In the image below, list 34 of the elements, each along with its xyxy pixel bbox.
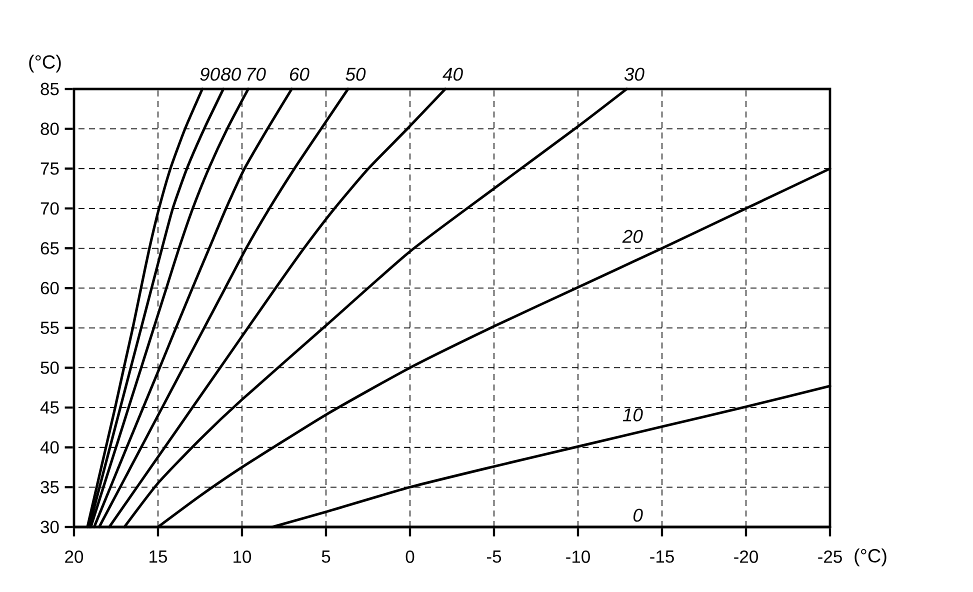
series-label: 10 [622, 408, 643, 422]
y-tick-label: 35 [40, 480, 59, 494]
y-axis-title: (°C) [29, 54, 61, 72]
y-tick-label: 70 [40, 202, 59, 215]
y-tick-label: 50 [40, 362, 59, 374]
y-tick-label: 75 [40, 162, 59, 175]
series-label: 0 [633, 508, 643, 522]
series-label: 40 [442, 68, 463, 81]
x-tick-label: -15 [650, 550, 674, 563]
y-tick-label: 60 [40, 282, 59, 294]
x-tick-label: -25 [818, 550, 842, 563]
y-tick-label: 30 [40, 520, 59, 534]
series-label: 80 [221, 68, 241, 81]
x-tick-label: -10 [566, 550, 590, 563]
x-tick-label: 20 [65, 550, 84, 563]
series-label: 70 [247, 68, 266, 81]
x-tick-label: 0 [406, 550, 414, 563]
y-tick-label: 40 [40, 441, 59, 454]
y-tick-label: 45 [40, 401, 59, 414]
x-tick-label: 10 [234, 550, 252, 563]
x-tick-label: -20 [734, 550, 758, 563]
y-tick-label: 55 [40, 322, 59, 334]
x-tick-label: 5 [322, 550, 330, 563]
x-tick-label: 15 [150, 550, 167, 563]
x-axis-title: (°C) [854, 548, 886, 566]
series-label: 50 [346, 68, 366, 81]
y-tick-label: 85 [40, 82, 59, 96]
series-label: 30 [624, 68, 644, 81]
series-label: 20 [622, 230, 643, 243]
y-tick-label: 80 [40, 122, 59, 136]
y-tick-label: 65 [40, 242, 59, 254]
series-label: 60 [290, 68, 310, 81]
x-tick-label: -5 [487, 550, 502, 563]
series-label: 90 [200, 68, 220, 81]
